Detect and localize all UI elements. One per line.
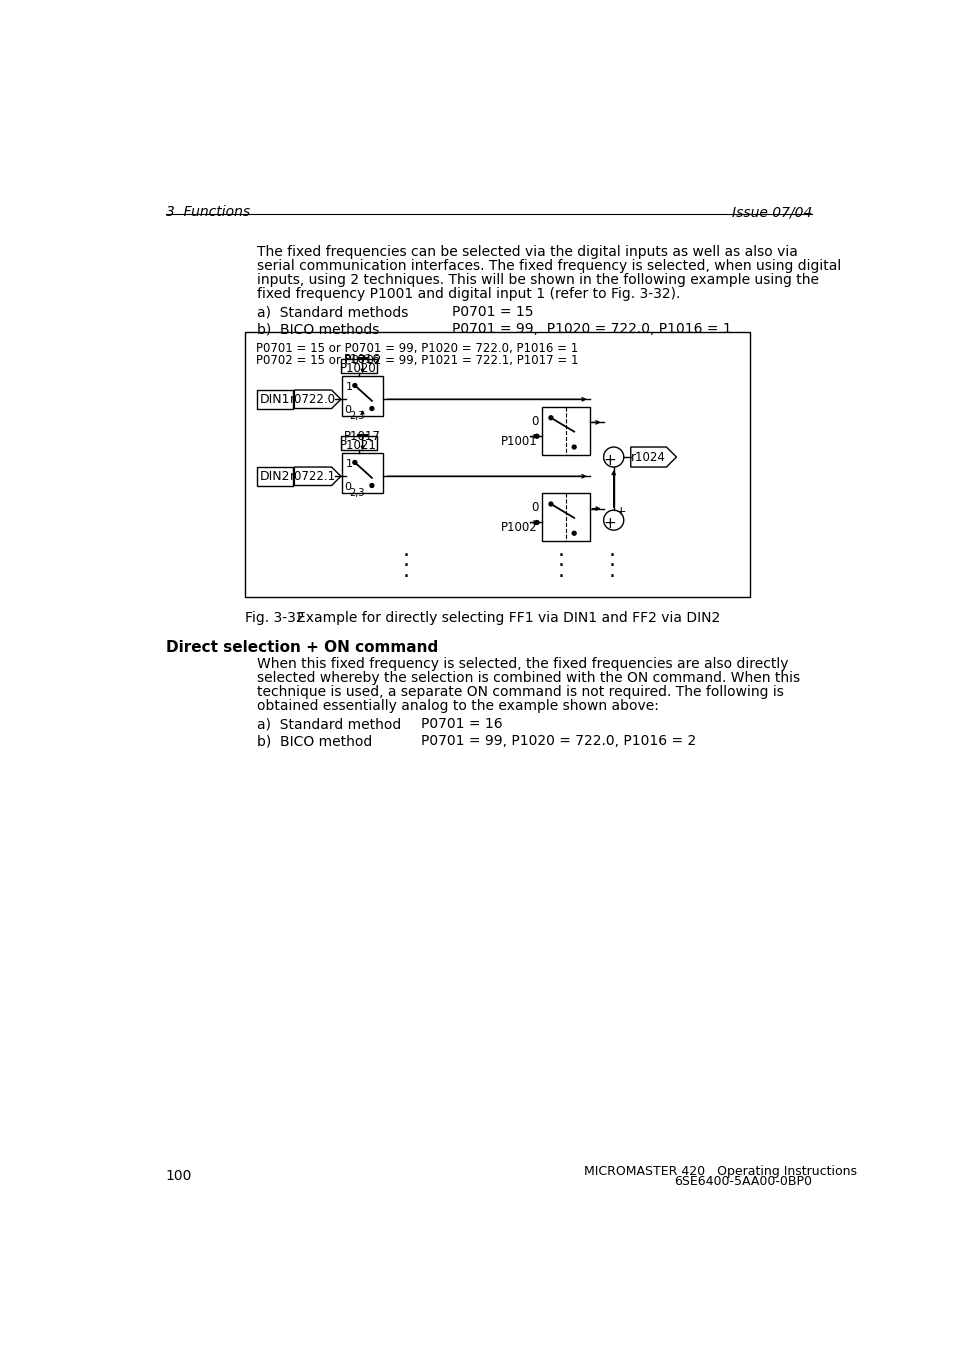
Circle shape bbox=[353, 461, 356, 465]
Circle shape bbox=[535, 520, 538, 524]
Text: Fig. 3-32: Fig. 3-32 bbox=[245, 611, 304, 626]
Circle shape bbox=[548, 503, 553, 505]
Text: 0: 0 bbox=[530, 501, 537, 513]
Text: P1002: P1002 bbox=[500, 521, 537, 534]
Text: ·: · bbox=[608, 557, 615, 577]
Text: 0: 0 bbox=[344, 405, 351, 416]
Text: inputs, using 2 techniques. This will be shown in the following example using th: inputs, using 2 techniques. This will be… bbox=[257, 273, 819, 286]
Bar bbox=[541, 407, 589, 455]
Text: serial communication interfaces. The fixed frequency is selected, when using dig: serial communication interfaces. The fix… bbox=[257, 259, 841, 273]
Text: 100: 100 bbox=[166, 1169, 192, 1183]
Bar bbox=[342, 376, 382, 416]
Bar bbox=[340, 436, 376, 450]
Polygon shape bbox=[294, 390, 340, 408]
Text: The fixed frequencies can be selected via the digital inputs as well as also via: The fixed frequencies can be selected vi… bbox=[257, 246, 798, 259]
Text: Example for directly selecting FF1 via DIN1 and FF2 via DIN2: Example for directly selecting FF1 via D… bbox=[297, 611, 720, 626]
Text: P0701 = 15 or P0701 = 99, P1020 = 722.0, P1016 = 1: P0701 = 15 or P0701 = 99, P1020 = 722.0,… bbox=[255, 342, 578, 355]
Text: P1021: P1021 bbox=[340, 439, 376, 451]
Text: b)  BICO methods: b) BICO methods bbox=[257, 323, 379, 336]
Polygon shape bbox=[294, 467, 340, 485]
Text: P0701 = 99,  P1020 = 722.0, P1016 = 1: P0701 = 99, P1020 = 722.0, P1016 = 1 bbox=[452, 323, 732, 336]
Text: MICROMASTER 420   Operating Instructions: MICROMASTER 420 Operating Instructions bbox=[583, 1165, 857, 1178]
Text: ·: · bbox=[402, 567, 409, 588]
Bar bbox=[340, 359, 376, 373]
Text: +: + bbox=[616, 505, 626, 517]
Text: +: + bbox=[603, 453, 616, 469]
Circle shape bbox=[603, 511, 623, 530]
Text: 2,3: 2,3 bbox=[349, 411, 365, 420]
Text: 0: 0 bbox=[344, 482, 351, 493]
Circle shape bbox=[353, 384, 356, 388]
Text: ·: · bbox=[608, 546, 615, 566]
Circle shape bbox=[603, 447, 623, 467]
Text: P1001: P1001 bbox=[500, 435, 537, 447]
Text: ·: · bbox=[557, 567, 564, 588]
Text: P1016: P1016 bbox=[344, 353, 380, 366]
Circle shape bbox=[370, 407, 374, 411]
Text: r0722.1: r0722.1 bbox=[290, 470, 335, 484]
Text: ·: · bbox=[402, 546, 409, 566]
Text: obtained essentially analog to the example shown above:: obtained essentially analog to the examp… bbox=[257, 698, 659, 713]
Text: 0: 0 bbox=[530, 415, 537, 428]
Text: ·: · bbox=[402, 557, 409, 577]
Text: Issue 07/04: Issue 07/04 bbox=[731, 205, 811, 219]
Text: a)  Standard methods: a) Standard methods bbox=[257, 305, 408, 319]
Text: +: + bbox=[603, 516, 616, 531]
Text: DIN1: DIN1 bbox=[259, 393, 290, 407]
Text: ·: · bbox=[557, 546, 564, 566]
Circle shape bbox=[370, 484, 374, 488]
Polygon shape bbox=[630, 447, 676, 467]
Text: ·: · bbox=[557, 557, 564, 577]
Text: P0701 = 99, P1020 = 722.0, P1016 = 2: P0701 = 99, P1020 = 722.0, P1016 = 2 bbox=[421, 734, 696, 748]
Text: selected whereby the selection is combined with the ON command. When this: selected whereby the selection is combin… bbox=[257, 671, 800, 685]
Circle shape bbox=[572, 444, 576, 449]
Text: a)  Standard method: a) Standard method bbox=[257, 717, 401, 731]
Text: P0702 = 15 or P0702 = 99, P1021 = 722.1, P1017 = 1: P0702 = 15 or P0702 = 99, P1021 = 722.1,… bbox=[255, 354, 578, 367]
Text: 2,3: 2,3 bbox=[349, 488, 365, 497]
Text: b)  BICO method: b) BICO method bbox=[257, 734, 372, 748]
Circle shape bbox=[535, 434, 538, 438]
Text: P1020: P1020 bbox=[340, 362, 376, 374]
Bar bbox=[541, 493, 589, 540]
Text: r1024: r1024 bbox=[631, 451, 665, 463]
Bar bbox=[245, 331, 749, 597]
Text: technique is used, a separate ON command is not required. The following is: technique is used, a separate ON command… bbox=[257, 685, 783, 698]
Text: When this fixed frequency is selected, the fixed frequencies are also directly: When this fixed frequency is selected, t… bbox=[257, 657, 788, 671]
Bar bbox=[257, 390, 293, 408]
Text: P0701 = 16: P0701 = 16 bbox=[421, 717, 502, 731]
Text: 1: 1 bbox=[345, 382, 353, 392]
Bar bbox=[342, 453, 382, 493]
Circle shape bbox=[572, 531, 576, 535]
Text: P1017: P1017 bbox=[344, 430, 380, 443]
Text: 3  Functions: 3 Functions bbox=[166, 205, 250, 219]
Text: P0701 = 15: P0701 = 15 bbox=[452, 305, 534, 319]
Text: 6SE6400-5AA00-0BP0: 6SE6400-5AA00-0BP0 bbox=[674, 1174, 811, 1188]
Bar bbox=[257, 467, 293, 485]
Text: ·: · bbox=[608, 567, 615, 588]
Text: DIN2: DIN2 bbox=[259, 470, 290, 484]
Text: r0722.0: r0722.0 bbox=[290, 393, 335, 407]
Text: fixed frequency P1001 and digital input 1 (refer to Fig. 3-32).: fixed frequency P1001 and digital input … bbox=[257, 286, 679, 301]
Circle shape bbox=[548, 416, 553, 420]
Text: Direct selection + ON command: Direct selection + ON command bbox=[166, 640, 437, 655]
Text: 1: 1 bbox=[345, 459, 353, 469]
